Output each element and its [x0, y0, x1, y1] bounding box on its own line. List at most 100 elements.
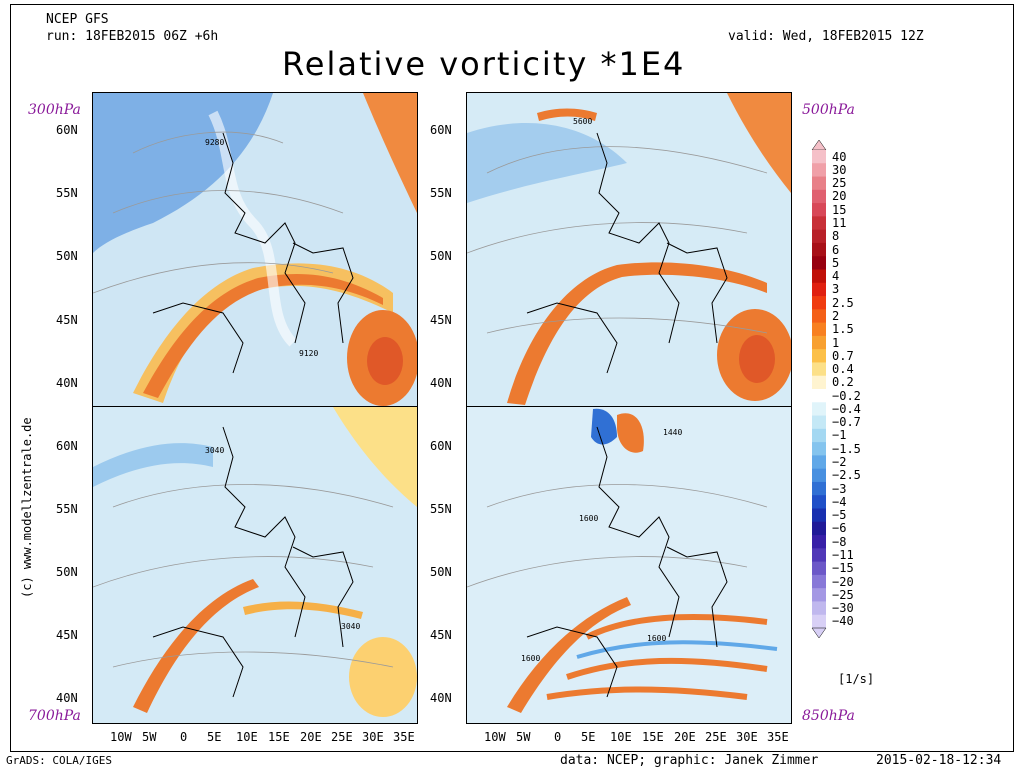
legend-label: 25	[832, 176, 847, 191]
legend-label: 2	[832, 308, 840, 323]
lon-label: 10E	[610, 730, 632, 744]
legend-swatch	[812, 242, 826, 257]
lat-label: 55N	[56, 186, 78, 200]
legend-label: 0.2	[832, 375, 854, 390]
lat-label: 40N	[56, 691, 78, 705]
map-850hpa: 1440 1600 1600 1600	[466, 406, 792, 724]
legend-label: −30	[832, 601, 854, 616]
legend-swatch	[812, 508, 826, 523]
legend-label: −4	[832, 494, 847, 509]
lat-label: 55N	[430, 502, 452, 516]
lon-label: 30E	[362, 730, 384, 744]
legend-swatch	[812, 455, 826, 470]
legend-swatch	[812, 150, 826, 164]
contour-label: 1600	[647, 634, 666, 643]
footer-left: GrADS: COLA/IGES	[6, 754, 112, 767]
lat-label: 45N	[430, 313, 452, 327]
level-label-500: 500hPa	[802, 102, 855, 118]
legend-swatch	[812, 203, 826, 217]
legend-label: −25	[832, 587, 854, 602]
legend-label: −2.5	[832, 468, 861, 483]
legend-swatch	[812, 614, 826, 629]
legend-swatch	[812, 389, 826, 403]
legend-swatch	[812, 548, 826, 563]
legend-label: 20	[832, 189, 847, 204]
legend-label: 4	[832, 269, 840, 284]
legend-swatch	[812, 402, 826, 417]
legend-swatch	[812, 296, 826, 310]
legend-swatch	[812, 415, 826, 430]
lat-label: 55N	[56, 502, 78, 516]
legend-swatch	[812, 521, 826, 536]
contour-label: 3040	[205, 446, 224, 455]
legend-arrow-top	[811, 140, 827, 151]
legend-swatch	[812, 216, 826, 231]
legend-label: 0.7	[832, 348, 854, 363]
map-500hpa: 5600	[466, 92, 792, 408]
level-label-850: 850hPa	[802, 708, 855, 724]
legend-label: −3	[832, 481, 847, 496]
footer-right: 2015-02-18-12:34	[876, 753, 1002, 768]
legend-arrow-bottom	[811, 627, 827, 638]
legend-label: 0.4	[832, 362, 854, 377]
legend-label: −0.2	[832, 388, 861, 403]
legend-swatch	[812, 495, 826, 509]
contour-label: 1600	[579, 514, 598, 523]
legend-label: 1.5	[832, 322, 854, 337]
lon-label: 5W	[142, 730, 157, 744]
contour-label: 1440	[663, 428, 682, 437]
legend-label: 8	[832, 229, 840, 244]
legend-label: 3	[832, 282, 840, 297]
legend-label: 40	[832, 149, 847, 164]
lon-label: 25E	[331, 730, 353, 744]
run-info: run: 18FEB2015 06Z +6h	[46, 29, 219, 44]
contour-label: 9280	[205, 138, 224, 147]
legend-label: 30	[832, 162, 847, 177]
legend-label: −15	[832, 561, 854, 576]
lon-label: 30E	[736, 730, 758, 744]
level-label-300: 300hPa	[28, 102, 81, 118]
contour-label: 5600	[573, 117, 592, 126]
legend-label: 1	[832, 335, 840, 350]
legend-swatch	[812, 481, 826, 496]
map-300hpa: 9280 9120	[92, 92, 418, 408]
model-name: NCEP GFS	[46, 12, 109, 27]
units-label: [1/s]	[838, 672, 875, 686]
legend-swatch	[812, 375, 826, 390]
lat-label: 50N	[56, 565, 78, 579]
legend-swatch	[812, 601, 826, 616]
lat-label: 60N	[56, 439, 78, 453]
lat-label: 55N	[430, 186, 452, 200]
lat-label: 60N	[430, 439, 452, 453]
lat-label: 40N	[430, 691, 452, 705]
lat-label: 60N	[430, 123, 452, 137]
lon-label: 0	[554, 730, 562, 744]
legend-swatch	[812, 349, 826, 363]
legend-swatch	[812, 189, 826, 204]
legend-label: −8	[832, 534, 847, 549]
footer-center: data: NCEP; graphic: Janek Zimmer	[560, 753, 819, 768]
lat-label: 50N	[430, 565, 452, 579]
legend-swatch	[812, 442, 826, 456]
valid-time: valid: Wed, 18FEB2015 12Z	[728, 29, 924, 44]
legend-swatch	[812, 588, 826, 602]
plot-frame	[10, 4, 1014, 752]
legend-swatch	[812, 309, 826, 324]
legend-swatch	[812, 362, 826, 377]
lon-label: 10E	[236, 730, 258, 744]
legend-swatch	[812, 269, 826, 284]
legend-swatch	[812, 535, 826, 549]
legend-label: −0.4	[832, 401, 861, 416]
lon-label: 10W	[484, 730, 506, 744]
legend-label: −2	[832, 455, 847, 470]
legend-label: 5	[832, 255, 840, 270]
legend-swatch	[812, 428, 826, 443]
legend-bar	[811, 140, 827, 638]
legend-swatch	[812, 256, 826, 270]
legend-label: 6	[832, 242, 840, 257]
lat-label: 45N	[430, 628, 452, 642]
page-title: Relative vorticity *1E4	[282, 45, 686, 83]
legend-label: −1.5	[832, 441, 861, 456]
lat-label: 45N	[56, 313, 78, 327]
legend-swatch	[812, 163, 826, 178]
